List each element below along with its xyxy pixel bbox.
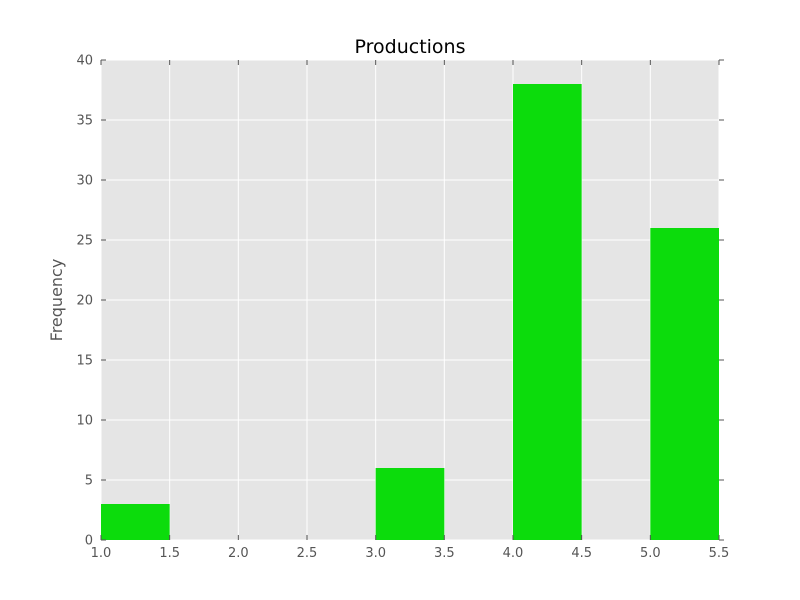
- x-tick-label: 5.0: [640, 546, 661, 561]
- y-tick-label: 10: [76, 414, 93, 429]
- x-axis-ticks: 1.0 1.5 2.0 2.5 3.0 3.5 4.0 4.5 5.0 5.5: [91, 60, 730, 561]
- y-tick-label: 30: [76, 174, 93, 189]
- y-axis-label: Frequency: [47, 259, 66, 342]
- y-tick-label: 25: [76, 234, 93, 249]
- x-tick-label: 4.5: [571, 546, 592, 561]
- x-tick-label: 3.0: [365, 546, 386, 561]
- x-tick-label: 5.5: [709, 546, 730, 561]
- histogram-bar: [375, 468, 445, 540]
- y-tick-label: 15: [76, 354, 93, 369]
- x-tick-label: 1.0: [91, 546, 112, 561]
- y-tick-label: 0: [85, 534, 93, 549]
- x-tick-label: 4.0: [503, 546, 524, 561]
- y-axis-ticks: 0 5 10 15 20 25 30 35 40: [76, 54, 724, 549]
- bars: [101, 84, 719, 540]
- histogram-bar: [513, 84, 582, 540]
- y-tick-label: 40: [76, 54, 93, 69]
- chart-title: Productions: [355, 36, 466, 58]
- x-tick-label: 1.5: [159, 546, 180, 561]
- histogram-bar: [650, 228, 719, 540]
- histogram-bar: [101, 504, 170, 540]
- y-tick-label: 35: [76, 114, 93, 129]
- y-tick-label: 5: [85, 474, 93, 489]
- x-tick-label: 3.5: [434, 546, 455, 561]
- y-tick-label: 20: [76, 294, 93, 309]
- x-tick-label: 2.0: [228, 546, 249, 561]
- x-tick-label: 2.5: [297, 546, 318, 561]
